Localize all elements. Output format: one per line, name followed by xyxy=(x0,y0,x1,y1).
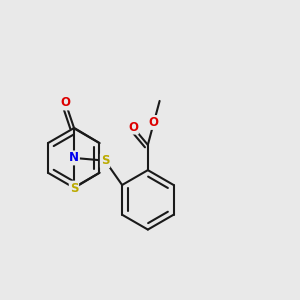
Text: N: N xyxy=(69,152,79,164)
Text: S: S xyxy=(70,182,78,195)
Text: O: O xyxy=(61,97,70,110)
Text: S: S xyxy=(101,154,109,167)
Text: O: O xyxy=(128,121,138,134)
Text: O: O xyxy=(149,116,159,129)
